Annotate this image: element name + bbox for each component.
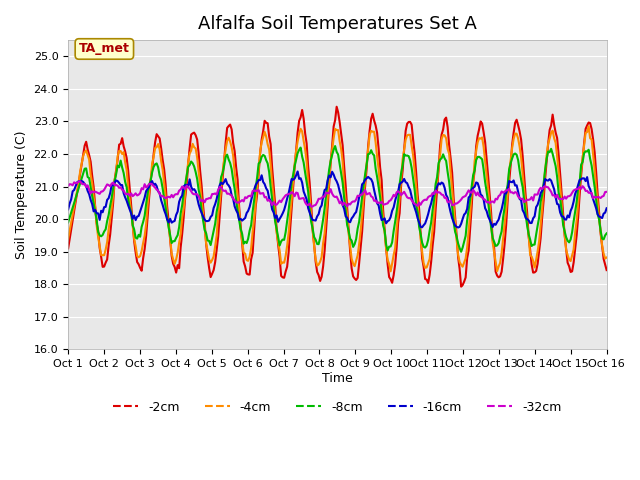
-16cm bbox=[64, 206, 72, 212]
-32cm bbox=[64, 183, 72, 189]
-2cm bbox=[243, 271, 250, 276]
-16cm bbox=[603, 205, 611, 211]
Text: TA_met: TA_met bbox=[79, 42, 130, 56]
-16cm bbox=[576, 177, 584, 183]
-4cm bbox=[225, 135, 232, 141]
-4cm bbox=[243, 257, 250, 263]
-32cm bbox=[76, 179, 84, 184]
-16cm bbox=[243, 210, 250, 216]
-8cm bbox=[300, 160, 307, 166]
-32cm bbox=[307, 204, 315, 209]
-4cm bbox=[300, 138, 307, 144]
Line: -16cm: -16cm bbox=[68, 171, 607, 228]
-8cm bbox=[603, 230, 611, 236]
-8cm bbox=[64, 219, 72, 225]
-32cm bbox=[244, 193, 252, 199]
-4cm bbox=[252, 201, 259, 206]
Line: -32cm: -32cm bbox=[68, 181, 607, 206]
Title: Alfalfa Soil Temperatures Set A: Alfalfa Soil Temperatures Set A bbox=[198, 15, 477, 33]
-8cm bbox=[252, 185, 259, 191]
-2cm bbox=[64, 246, 72, 252]
-8cm bbox=[576, 180, 584, 186]
-32cm bbox=[576, 184, 584, 190]
-32cm bbox=[253, 188, 261, 193]
-8cm bbox=[225, 156, 232, 162]
-32cm bbox=[603, 189, 611, 195]
-2cm bbox=[458, 284, 465, 289]
-2cm bbox=[252, 204, 259, 210]
-8cm bbox=[332, 143, 339, 149]
-16cm bbox=[131, 213, 138, 218]
-16cm bbox=[252, 182, 259, 188]
-2cm bbox=[300, 116, 307, 121]
X-axis label: Time: Time bbox=[322, 372, 353, 385]
Y-axis label: Soil Temperature (C): Soil Temperature (C) bbox=[15, 131, 28, 259]
-4cm bbox=[387, 268, 394, 274]
Line: -2cm: -2cm bbox=[68, 107, 607, 287]
-4cm bbox=[585, 123, 593, 129]
Legend: -2cm, -4cm, -8cm, -16cm, -32cm: -2cm, -4cm, -8cm, -16cm, -32cm bbox=[108, 396, 566, 419]
-4cm bbox=[64, 236, 72, 241]
-32cm bbox=[227, 192, 234, 197]
-4cm bbox=[131, 236, 138, 241]
-32cm bbox=[301, 200, 309, 205]
-8cm bbox=[458, 249, 465, 254]
-16cm bbox=[225, 182, 232, 188]
-2cm bbox=[333, 104, 340, 109]
-8cm bbox=[243, 240, 250, 246]
-2cm bbox=[131, 239, 138, 244]
-16cm bbox=[454, 225, 462, 230]
-4cm bbox=[603, 255, 611, 261]
-2cm bbox=[603, 267, 611, 273]
-16cm bbox=[301, 192, 309, 198]
-2cm bbox=[576, 192, 584, 198]
-32cm bbox=[132, 191, 140, 196]
-4cm bbox=[574, 201, 582, 207]
-16cm bbox=[294, 168, 301, 174]
Line: -4cm: -4cm bbox=[68, 126, 607, 271]
-2cm bbox=[225, 123, 232, 129]
-8cm bbox=[131, 227, 138, 232]
Line: -8cm: -8cm bbox=[68, 146, 607, 252]
